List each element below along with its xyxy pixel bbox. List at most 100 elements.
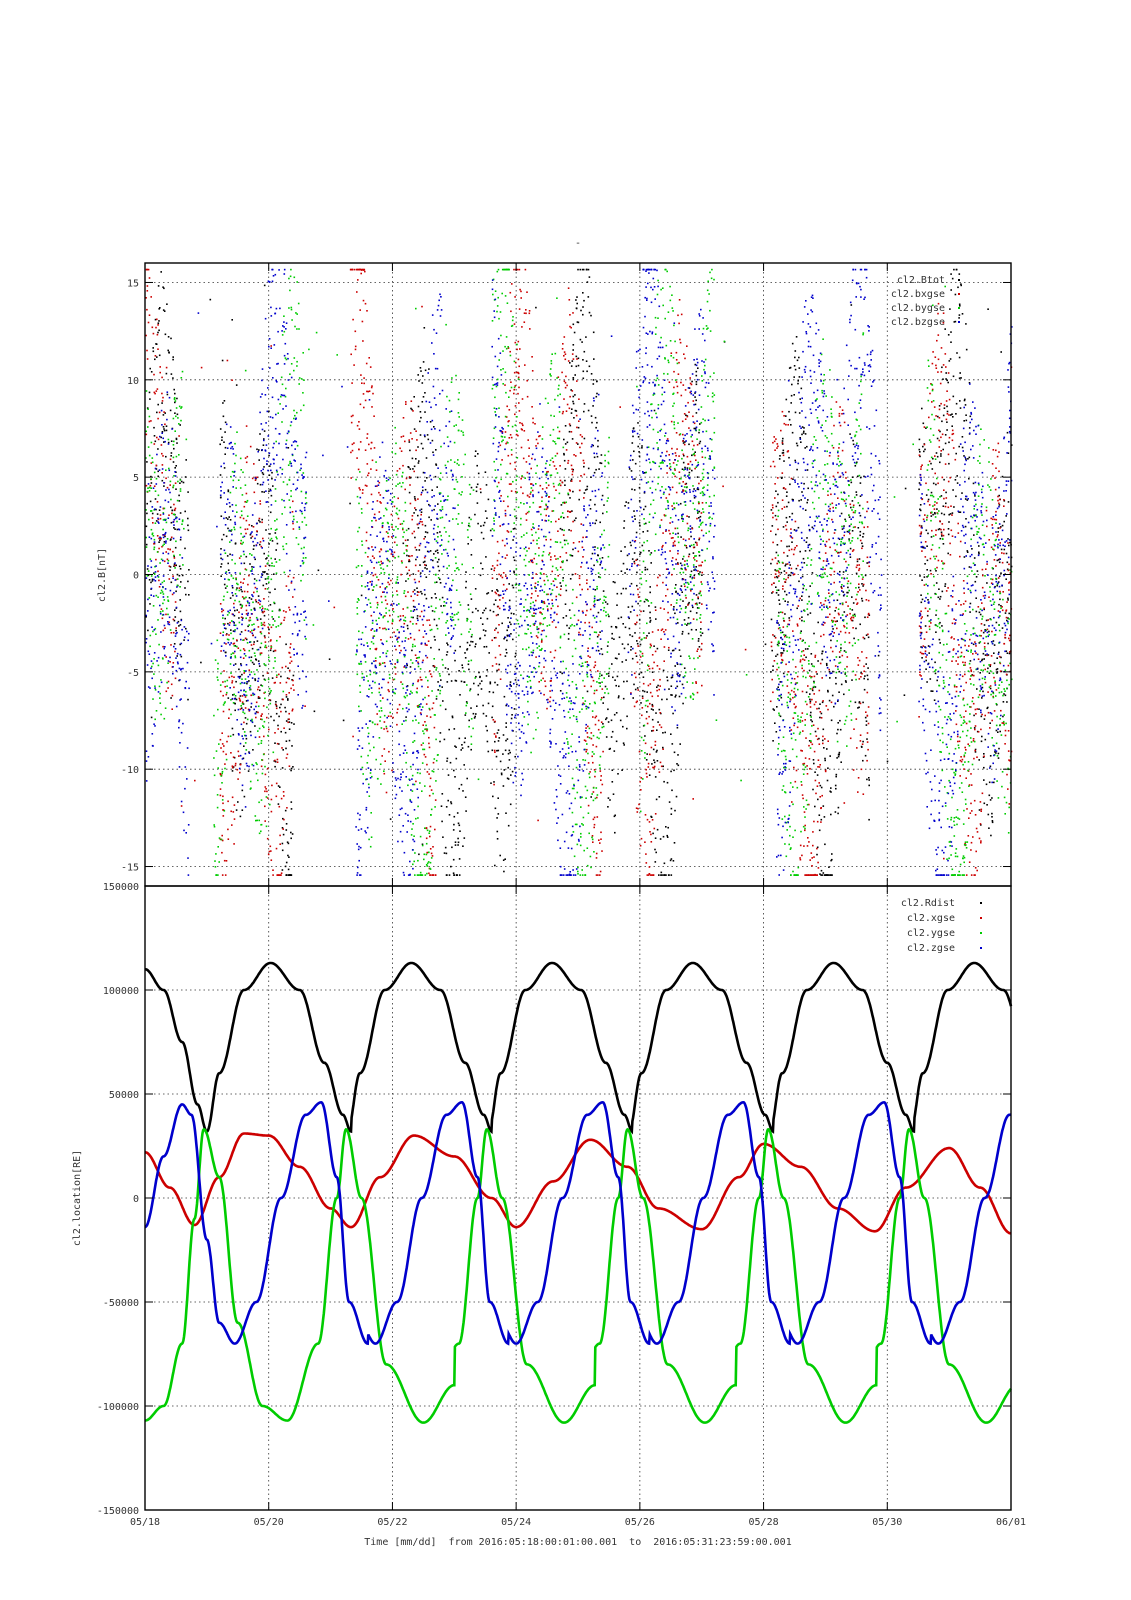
- top-data-point: [572, 520, 574, 523]
- top-data-point: [269, 640, 272, 642]
- top-data-point: [852, 769, 855, 771]
- top-data-point: [838, 551, 840, 554]
- top-data-point: [157, 664, 160, 667]
- top-data-point: [951, 439, 954, 442]
- top-data-point: [433, 553, 435, 555]
- top-data-point: [637, 422, 639, 424]
- top-data-point: [1004, 743, 1006, 745]
- top-data-point: [175, 629, 177, 632]
- top-data-point: [675, 454, 677, 457]
- top-data-point: [470, 539, 473, 541]
- top-data-point: [601, 697, 603, 699]
- top-data-point: [486, 617, 489, 620]
- top-data-point: [607, 806, 609, 808]
- top-data-point: [660, 765, 663, 768]
- top-data-point: [981, 602, 983, 604]
- top-data-point: [943, 562, 946, 565]
- top-data-point: [157, 518, 160, 521]
- top-data-point: [862, 585, 864, 587]
- top-data-point: [862, 793, 865, 795]
- top-data-point: [952, 416, 954, 418]
- top-data-point: [484, 510, 487, 512]
- top-data-point: [671, 694, 673, 696]
- top-data-point: [287, 721, 289, 724]
- top-data-point: [976, 570, 979, 572]
- top-data-point: [552, 580, 555, 582]
- top-data-point: [653, 827, 656, 830]
- top-data-point: [393, 631, 395, 634]
- top-data-point: [1003, 505, 1005, 507]
- top-data-point: [820, 602, 822, 604]
- top-data-point: [650, 552, 653, 554]
- top-data-point: [453, 823, 455, 826]
- top-data-point: [670, 685, 673, 687]
- top-data-point: [935, 570, 937, 572]
- top-data-point: [862, 583, 865, 586]
- top-data-point: [641, 695, 644, 698]
- top-data-point: [358, 421, 360, 423]
- top-data-point: [687, 622, 689, 625]
- top-data-point: [233, 686, 235, 689]
- top-data-point: [163, 560, 166, 563]
- top-data-point: [374, 573, 377, 576]
- top-data-point: [963, 420, 965, 422]
- top-data-point: [257, 626, 260, 628]
- top-data-point: [151, 457, 154, 459]
- top-data-point: [495, 592, 498, 595]
- top-data-point: [532, 421, 534, 424]
- top-data-point: [656, 689, 658, 692]
- top-data-point: [287, 447, 290, 449]
- top-data-point: [799, 637, 802, 640]
- top-data-point: [454, 745, 456, 747]
- top-data-point: [987, 813, 990, 816]
- top-data-point: [349, 268, 352, 271]
- top-data-point: [445, 654, 448, 656]
- top-data-point: [161, 402, 163, 404]
- top-data-point: [464, 714, 467, 716]
- top-data-point: [661, 546, 663, 548]
- top-data-point: [505, 722, 507, 724]
- top-data-point: [426, 550, 429, 553]
- top-data-point: [675, 584, 677, 586]
- top-data-point: [663, 874, 665, 876]
- top-data-point: [675, 381, 678, 383]
- top-data-point: [582, 536, 584, 539]
- top-data-point: [639, 525, 641, 527]
- top-data-point: [429, 874, 431, 876]
- top-data-point: [499, 678, 502, 680]
- top-data-point: [286, 677, 289, 679]
- top-data-point: [787, 501, 790, 504]
- top-data-point: [252, 526, 255, 528]
- top-data-point: [804, 824, 806, 827]
- top-data-point: [804, 433, 807, 435]
- top-data-point: [1006, 619, 1008, 622]
- top-data-point: [777, 445, 779, 448]
- top-data-point: [651, 705, 654, 708]
- top-data-point: [508, 583, 510, 585]
- top-data-point: [528, 447, 530, 449]
- top-data-point: [631, 558, 634, 560]
- top-data-point: [159, 702, 162, 704]
- top-data-point: [234, 762, 237, 765]
- top-data-point: [171, 512, 173, 515]
- top-data-point: [165, 469, 167, 471]
- top-data-point: [983, 779, 985, 781]
- top-data-point: [599, 874, 601, 876]
- top-data-point: [178, 500, 181, 502]
- top-data-point: [667, 649, 670, 651]
- top-data-point: [797, 380, 799, 382]
- top-data-point: [656, 749, 658, 752]
- top-data-point: [648, 774, 651, 776]
- top-data-point: [359, 309, 361, 311]
- top-data-point: [158, 308, 160, 310]
- top-data-point: [1005, 616, 1008, 619]
- top-data-point: [698, 655, 701, 657]
- top-data-point: [777, 589, 780, 591]
- top-data-point: [415, 623, 418, 625]
- top-data-point: [960, 284, 962, 287]
- top-data-point: [514, 468, 516, 470]
- top-data-point: [178, 423, 180, 425]
- top-data-point: [802, 587, 805, 590]
- top-data-point: [467, 745, 470, 748]
- top-data-point: [772, 506, 774, 509]
